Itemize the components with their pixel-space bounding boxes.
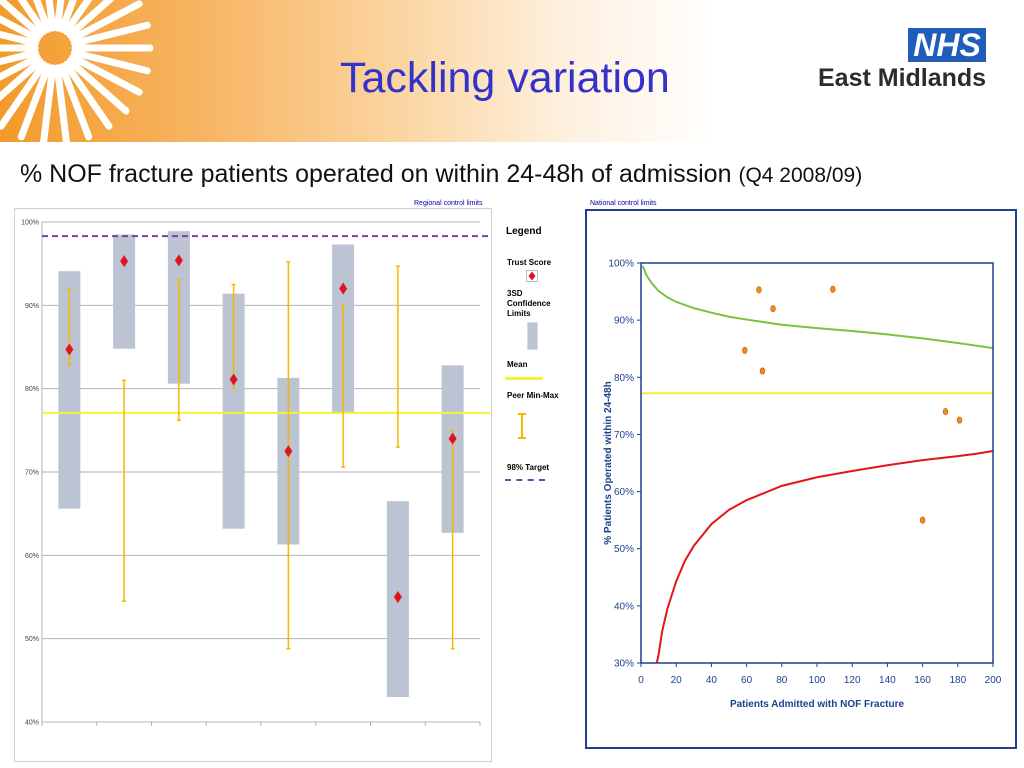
sunburst-ray [69,53,143,96]
y-axis-title: % Patients Operated within 24-48h [603,381,614,544]
y-tick-label: 60% [614,487,634,498]
legend-mean-label: Mean [507,360,528,369]
trust-point [919,516,926,524]
trust-score-marker [393,591,402,603]
x-tick-label: 180 [949,675,966,686]
y-tick-label: 100% [21,220,39,227]
sunburst-ray [58,0,77,33]
sunburst-ray [66,57,130,115]
header-band [0,0,1024,142]
legend-title: Legend [506,226,542,237]
trust-point [956,416,963,424]
sunburst-ray [70,49,151,75]
nhs-region-label: East Midlands [818,64,987,92]
sunburst-ray [0,60,48,130]
trust-score-marker [284,445,293,458]
confidence-bar [222,293,245,529]
trust-point [830,285,836,293]
sunburst-ray [66,0,115,39]
y-tick-label: 40% [614,601,634,612]
legend-trust-marker [526,270,538,282]
y-tick-label: 30% [614,659,634,670]
y-tick-label: 100% [608,259,634,270]
sunburst-ray [0,49,40,66]
control-limit-line [655,450,994,664]
national-caption: National control limits [590,200,657,207]
y-tick-label: 40% [25,720,39,727]
regional-chart: 100% 90% 80% 70% 60% 50% 40% [21,220,490,727]
confidence-bar [113,234,136,349]
x-tick-label: 100 [809,675,826,686]
trust-point [756,286,762,294]
trust-score-marker [448,432,457,445]
slide-subtitle: % NOF fracture patients operated on with… [20,160,862,189]
x-tick-label: 20 [671,675,683,686]
sunburst-ray [70,21,151,47]
legend-target-label: 98% Target [507,463,550,472]
x-axis-title: Patients Admitted with NOF Fracture [730,699,905,710]
regional-caption: Regional control limits [414,200,483,207]
national-chart: 100% 90% 80% 70% 60% 50% 40% 30% 0 20 40 60 80 100 120… [603,259,1002,711]
nhs-logo: NHS [908,28,986,62]
regional-chart-panel: 100% 90% 80% 70% 60% 50% 40% [14,208,492,762]
legend-target-line [505,479,545,481]
trust-point [759,367,766,375]
legend-peer-minmax-label: Peer Min-Max [507,391,559,400]
trust-point [770,305,776,313]
sunburst-ray [0,53,41,81]
y-tick-label: 80% [25,386,39,393]
sunburst-ray [17,0,48,36]
y-tick-label: 60% [25,553,39,560]
slide-title: Tackling variation [340,54,670,102]
x-tick-label: 200 [985,675,1002,686]
x-tick-label: 140 [879,675,896,686]
plot-frame [640,262,994,664]
sunburst-ray [0,0,44,39]
trust-score-marker [339,282,348,295]
y-tick-label: 50% [614,544,634,555]
x-tick-label: 80 [776,675,788,686]
legend-confidence-swatch [527,322,538,350]
y-tick-label: 70% [614,430,634,441]
legend-minmax-marker [518,413,526,439]
control-limit-line [641,265,994,350]
national-chart-panel: 100% 90% 80% 70% 60% 50% 40% 30% 0 20 40 60 80 100 120… [585,209,1017,749]
subtitle-period: (Q4 2008/09) [738,164,863,187]
y-tick-label: 90% [614,316,634,327]
trust-point [742,346,748,354]
sunburst-ray [0,30,40,47]
legend-confidence-label: 3SD Confidence Limits [507,289,551,318]
trust-score-marker [174,254,183,267]
confidence-bar [58,271,81,509]
x-tick-label: 120 [844,675,861,686]
subtitle-main: % NOF fracture patients operated on with… [20,160,732,188]
x-tick-label: 0 [638,675,644,686]
sunburst-ray [40,64,57,142]
y-tick-label: 90% [25,303,39,310]
sunburst-logo [0,0,154,142]
sunburst-ray [53,64,70,142]
sunburst-ray [62,60,113,130]
x-tick-label: 60 [741,675,753,686]
y-tick-label: 70% [25,470,39,477]
x-tick-label: 160 [914,675,931,686]
legend-mean-line [505,377,543,380]
sunburst-ray [45,0,57,32]
trust-score-marker [65,343,74,356]
y-tick-label: 80% [614,373,634,384]
sunburst-ray [0,57,44,102]
legend-trust-score-label: Trust Score [507,258,552,267]
sunburst-ray [33,0,52,33]
sunburst-ray [17,63,52,141]
sunburst-ray [62,0,93,36]
sunburst-ray [0,15,41,43]
trust-score-marker [229,373,238,386]
sunburst-ray [58,63,93,141]
sunburst-ray [53,0,65,32]
y-tick-label: 50% [25,636,39,643]
sunburst-ray [69,0,143,43]
x-tick-label: 40 [706,675,718,686]
trust-point [942,408,949,416]
